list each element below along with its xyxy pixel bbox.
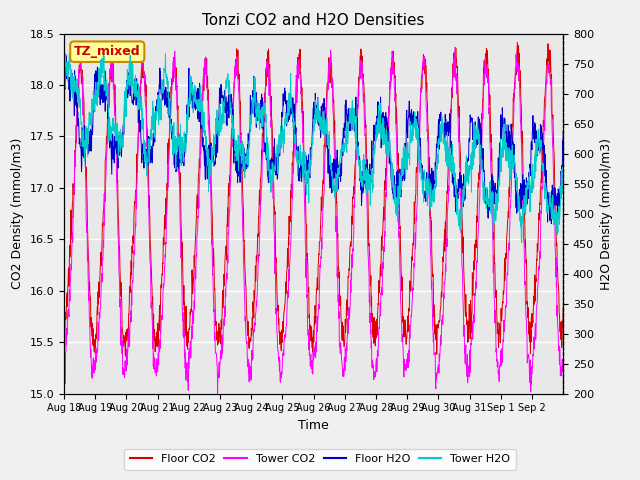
Tower CO2 (150, 363, 157, 369)
Line: Tower H2O: Tower H2O (64, 53, 563, 243)
Tower CO2 (214, 391, 221, 396)
Tower CO2 (60, 361, 68, 367)
Floor H2O (60, 100, 68, 106)
Tower CO2 (559, 360, 567, 365)
Floor H2O (150, 143, 157, 149)
Tower H2O (61, 50, 69, 56)
Tower H2O (60, 92, 68, 98)
Tower H2O (70, 78, 77, 84)
Floor CO2 (404, 321, 412, 327)
Tower CO2 (451, 44, 459, 50)
Tower CO2 (528, 370, 536, 375)
Y-axis label: H2O Density (mmol/m3): H2O Density (mmol/m3) (600, 138, 612, 289)
Tower H2O (150, 127, 157, 132)
Floor CO2 (122, 353, 129, 359)
Tower H2O (404, 152, 412, 157)
Floor H2O (547, 221, 555, 227)
Floor H2O (559, 129, 567, 134)
Text: TZ_mixed: TZ_mixed (74, 45, 141, 58)
Tower CO2 (286, 256, 294, 262)
Floor CO2 (70, 192, 77, 197)
Floor H2O (404, 115, 412, 121)
Line: Tower CO2: Tower CO2 (64, 47, 563, 394)
Floor CO2 (528, 324, 536, 330)
Floor CO2 (316, 239, 324, 245)
Floor CO2 (150, 311, 157, 317)
Legend: Floor CO2, Tower CO2, Floor H2O, Tower H2O: Floor CO2, Tower CO2, Floor H2O, Tower H… (124, 448, 516, 469)
Tower H2O (528, 168, 536, 174)
Y-axis label: CO2 Density (mmol/m3): CO2 Density (mmol/m3) (11, 138, 24, 289)
Line: Floor H2O: Floor H2O (64, 56, 563, 224)
Title: Tonzi CO2 and H2O Densities: Tonzi CO2 and H2O Densities (202, 13, 425, 28)
Floor H2O (527, 139, 535, 144)
Floor H2O (286, 112, 294, 118)
Tower CO2 (316, 276, 324, 282)
Floor H2O (316, 109, 324, 115)
Tower H2O (286, 105, 294, 111)
Tower H2O (316, 108, 324, 114)
Floor CO2 (513, 39, 521, 45)
Line: Floor CO2: Floor CO2 (64, 42, 563, 356)
X-axis label: Time: Time (298, 419, 329, 432)
Floor CO2 (286, 214, 294, 219)
Floor CO2 (60, 340, 68, 346)
Floor CO2 (559, 304, 567, 310)
Floor H2O (70, 82, 77, 88)
Floor H2O (62, 53, 70, 59)
Tower CO2 (404, 353, 412, 359)
Tower H2O (559, 169, 567, 175)
Tower CO2 (70, 214, 77, 220)
Tower H2O (518, 240, 525, 246)
